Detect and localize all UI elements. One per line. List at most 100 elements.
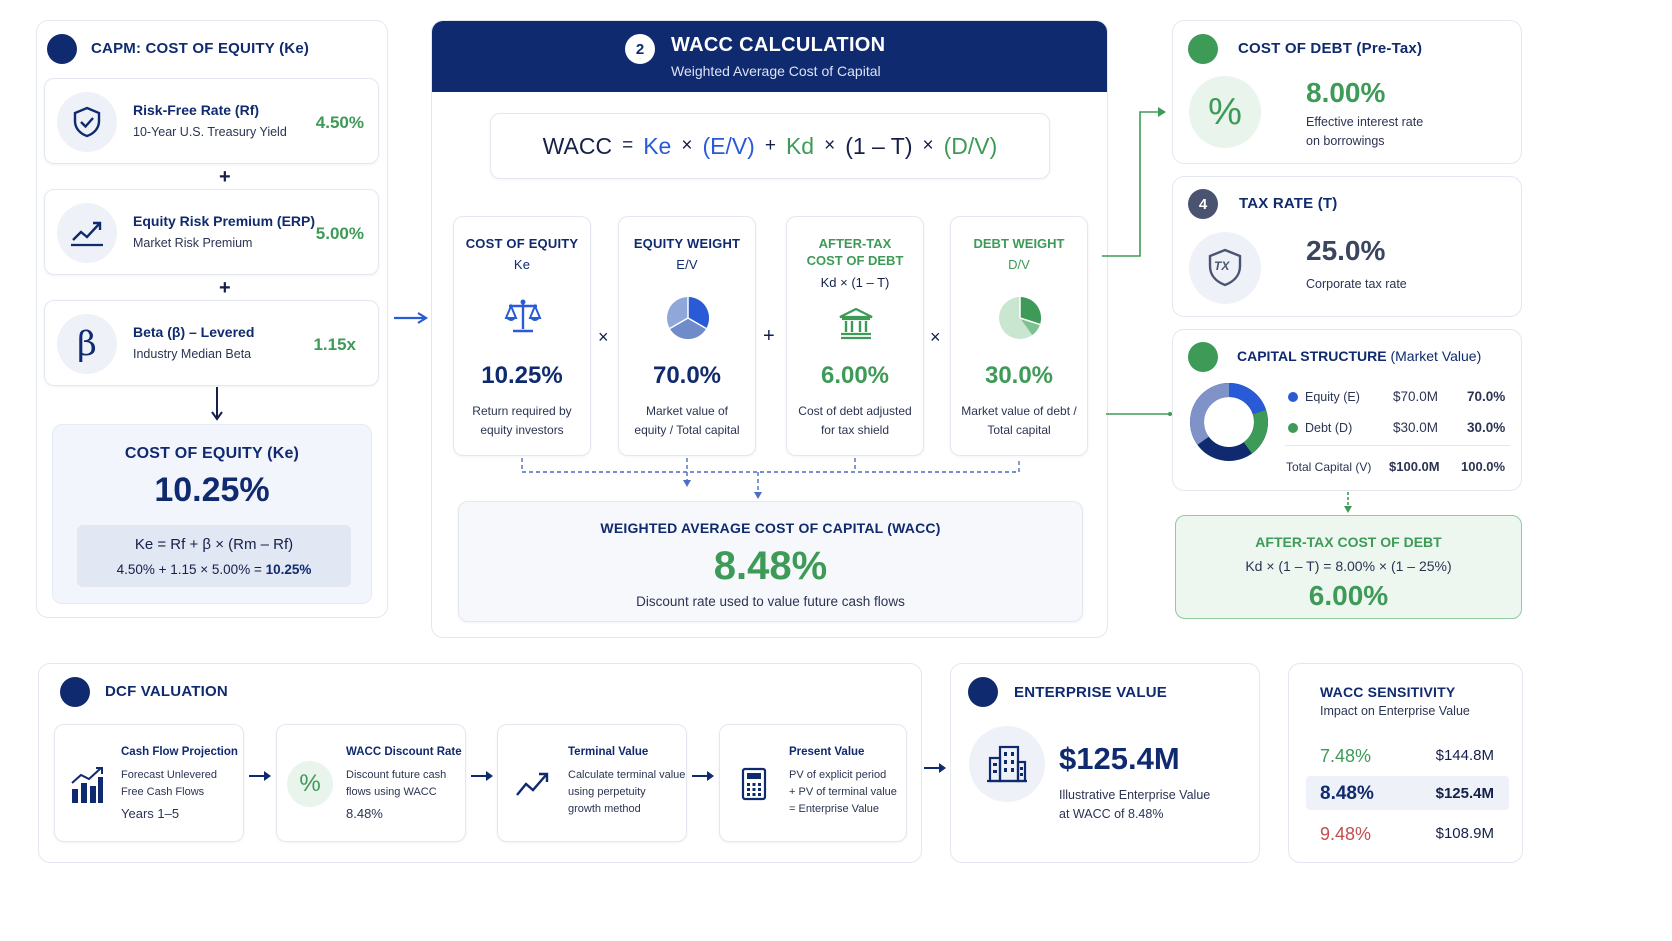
wacc-result-value: 8.48% <box>713 544 828 588</box>
beta-sub: Industry Median Beta <box>133 347 252 361</box>
wacc-header: 2 WACC CALCULATION Weighted Average Cost… <box>432 21 1107 92</box>
beta-icon: β <box>57 314 117 374</box>
ev-title: ENTERPRISE VALUE <box>1014 684 1167 701</box>
ke-calc-result: 10.25% <box>265 562 312 577</box>
dcf-step-line: PV of explicit period <box>789 769 887 781</box>
beta-value: 1.15x <box>313 335 356 354</box>
right-arrow <box>924 763 946 773</box>
equity-risk-premium-card: Equity Risk Premium (ERP) Market Risk Pr… <box>44 189 379 275</box>
rf-label: Risk-Free Rate (Rf) <box>133 102 260 118</box>
wacc-result-sub: Discount rate used to value future cash … <box>636 594 905 609</box>
operator-times: × <box>598 327 609 347</box>
legend-dot-debt <box>1288 423 1298 433</box>
formula-wacc: WACC <box>542 132 613 159</box>
after-tax-value: 6.00% <box>1308 580 1389 611</box>
capm-panel: 1 CAPM: COST OF EQUITY (Ke) Risk-Free Ra… <box>36 20 388 618</box>
component-desc: Cost of debt adjusted <box>798 404 912 418</box>
plus-sign: + <box>219 277 231 299</box>
sensitivity-value: $108.9M <box>1435 825 1494 842</box>
step-number-5: 5 <box>1188 342 1218 372</box>
sensitivity-rate: 9.48% <box>1320 824 1372 844</box>
formula-times: × <box>922 135 934 156</box>
formula-kd: Kd <box>785 132 815 159</box>
percent-icon: % <box>287 761 333 807</box>
percent-glyph: % <box>1208 90 1242 133</box>
calculator-icon <box>741 767 767 801</box>
component-title: COST OF EQUITY <box>465 236 579 251</box>
legend-divider <box>1285 445 1510 446</box>
ke-formula: Ke = Rf + β × (Rm – Rf) <box>134 536 294 553</box>
legend-pct: 30.0% <box>1467 420 1506 435</box>
formula-times: × <box>824 135 836 156</box>
dcf-step-cash-flow: Cash Flow Projection Forecast Unlevered … <box>54 724 244 842</box>
wacc-formula-box: WACC = Ke × (E/V) + Kd × (1 – T) × (D/V) <box>490 113 1050 179</box>
component-desc: for tax shield <box>820 423 890 437</box>
dcf-step-line: Free Cash Flows <box>121 786 205 798</box>
sensitivity-highlight-row <box>1306 776 1509 810</box>
component-subtitle: Ke <box>513 257 531 272</box>
dcf-step-line: 8.48% <box>346 806 383 821</box>
erp-sub: Market Risk Premium <box>133 236 253 250</box>
dcf-step-title: WACC Discount Rate <box>346 746 462 758</box>
formula-tax: (1 – T) <box>845 132 913 159</box>
after-tax-formula: Kd × (1 – T) = 8.00% × (1 – 25%) <box>1245 558 1452 574</box>
after-tax-cost-box: AFTER-TAX COST OF DEBT Kd × (1 – T) = 8.… <box>1175 515 1522 619</box>
legend-label: Equity (E) <box>1305 390 1360 404</box>
shield-check-icon <box>57 92 117 152</box>
component-value: 70.0% <box>652 362 722 389</box>
down-arrow <box>1344 492 1352 513</box>
total-amount: $100.0M <box>1389 459 1440 474</box>
sensitivity-title: WACC SENSITIVITY <box>1320 684 1456 700</box>
sensitivity-rate: 8.48% <box>1320 783 1374 804</box>
ev-sub: Illustrative Enterprise Value <box>1059 788 1211 802</box>
step-number-6: 6 <box>60 677 90 707</box>
tax-title: TAX RATE (T) <box>1239 195 1338 212</box>
erp-label: Equity Risk Premium (ERP) <box>133 213 316 229</box>
dcf-step-title: Terminal Value <box>568 746 649 758</box>
wacc-title: WACC CALCULATION <box>671 34 886 56</box>
dcf-step-line: + PV of terminal value <box>789 786 897 798</box>
ke-calc: 4.50% + 1.15 × 5.00% = 10.25% <box>77 562 351 577</box>
tax-shield-icon: TX <box>1189 232 1261 304</box>
bank-icon <box>839 307 873 340</box>
percent-icon: % <box>1189 76 1261 148</box>
percent-glyph: % <box>299 770 321 797</box>
building-icon <box>969 726 1045 802</box>
component-title: EQUITY WEIGHT <box>633 236 741 251</box>
dcf-step-line: Discount future cash <box>346 769 447 781</box>
scale-icon <box>504 299 542 333</box>
component-desc: Total capital <box>987 423 1051 437</box>
wacc-subtitle: Weighted Average Cost of Capital <box>671 63 881 79</box>
connector-arrow <box>1106 412 1172 416</box>
right-arrow <box>471 771 493 781</box>
component-desc: equity investors <box>480 423 564 437</box>
ke-result-value: 10.25% <box>154 471 270 509</box>
component-title: COST OF DEBT <box>806 253 904 268</box>
formula-dv: (D/V) <box>943 132 998 159</box>
wacc-result-box: WEIGHTED AVERAGE COST OF CAPITAL (WACC) … <box>458 501 1083 622</box>
ev-sub: at WACC of 8.48% <box>1059 807 1164 821</box>
component-debt-weight: DEBT WEIGHT D/V 30.0% Market value of de… <box>950 216 1088 456</box>
dcf-step-line: Forecast Unlevered <box>121 769 217 781</box>
pie-chart-icon <box>667 297 710 340</box>
dcf-step-discount-rate: % WACC Discount Rate Discount future cas… <box>276 724 466 842</box>
trend-up-icon <box>516 772 549 796</box>
down-arrow <box>211 387 223 421</box>
tax-sub: Corporate tax rate <box>1306 277 1407 291</box>
formula-ke: Ke <box>643 132 672 159</box>
tax-glyph: TX <box>1214 259 1230 273</box>
capital-title-suffix: (Market Value) <box>1390 348 1482 364</box>
component-subtitle: Kd × (1 – T) <box>820 275 890 290</box>
operator-plus: + <box>763 325 775 347</box>
legend-dot-equity <box>1288 392 1298 402</box>
legend-label: Debt (D) <box>1305 421 1353 435</box>
step-number-4: 4 <box>1188 189 1218 219</box>
formula-eq: = <box>622 135 634 156</box>
component-desc: Return required by <box>472 404 572 418</box>
plus-sign: + <box>219 166 231 188</box>
component-value: 30.0% <box>984 362 1054 389</box>
ke-calc-prefix: 4.50% + 1.15 × 5.00% = <box>116 562 266 577</box>
component-desc: Market value of debt / <box>961 404 1077 418</box>
component-subtitle: E/V <box>676 257 698 272</box>
enterprise-value-panel: 7 ENTERPRISE VALUE $125.4M Illustrative … <box>950 663 1260 863</box>
